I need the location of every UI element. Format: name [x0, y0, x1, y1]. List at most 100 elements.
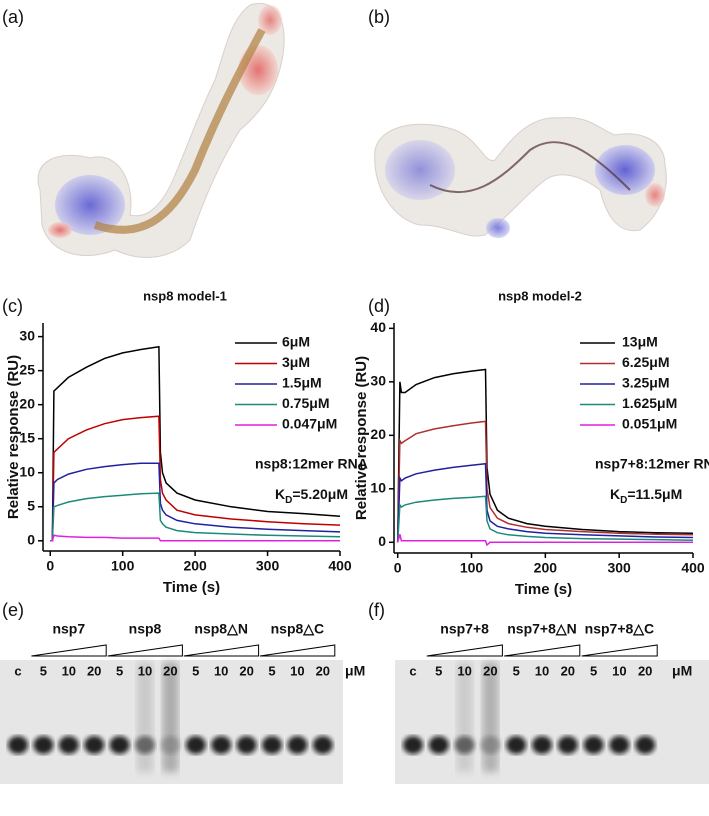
lane-label: c — [14, 663, 21, 678]
group-label: nsp8△N — [194, 621, 248, 637]
legend-label: 1.625μM — [622, 395, 677, 411]
lane-label: 5 — [435, 663, 442, 678]
lane-label: 10 — [214, 663, 228, 678]
legend-label: 0.75μM — [282, 395, 329, 411]
lane-label: 20 — [87, 663, 101, 678]
legend-label: 13μM — [622, 334, 658, 350]
y-tick-label: 10 — [19, 463, 35, 479]
gel-bands — [8, 662, 656, 772]
x-tick-label: 400 — [681, 560, 705, 576]
series-line — [396, 495, 694, 543]
y-tick-label: 25 — [19, 361, 35, 377]
lane-label: 5 — [40, 663, 47, 678]
kd-part: =5.20μM — [292, 486, 348, 502]
legend-label: 1.5μM — [282, 375, 322, 391]
x-axis-title: Time (s) — [515, 581, 572, 598]
gel-smear — [456, 662, 473, 772]
gel-band — [211, 736, 232, 754]
kd-part: D — [620, 495, 627, 506]
lane-label: 10 — [138, 663, 152, 678]
group-label: nsp8 — [129, 621, 162, 637]
group-label: nsp7+8△C — [585, 621, 655, 637]
kd-part: K — [610, 486, 620, 502]
gel-band — [262, 736, 282, 754]
gel-band — [532, 736, 552, 754]
lane-label: 10 — [457, 663, 471, 678]
lane-label: 5 — [192, 663, 199, 678]
legend-label: 6.25μM — [622, 354, 669, 370]
gel-band — [58, 736, 79, 754]
gel-band — [403, 736, 423, 754]
model-caption: nsp8 model-1 — [143, 288, 227, 303]
series-line — [50, 345, 341, 542]
lane-label: 5 — [513, 663, 520, 678]
gel-band — [312, 736, 333, 754]
panel-label: (f) — [368, 600, 385, 620]
y-tick-label: 40 — [370, 319, 386, 335]
x-tick-label: 300 — [607, 560, 631, 576]
y-tick-label: 5 — [27, 497, 35, 513]
group-label: nsp7 — [52, 621, 85, 637]
series-line — [396, 462, 694, 543]
gel-band — [506, 736, 527, 754]
gel-band — [33, 736, 54, 754]
lane-label: 10 — [62, 663, 76, 678]
concentration-wedge — [31, 644, 107, 657]
gel-band — [185, 736, 206, 754]
model-caption: nsp8 model-2 — [498, 288, 582, 303]
unit-label: μM — [345, 663, 365, 679]
y-tick-label: 20 — [370, 426, 386, 442]
gel-smear — [137, 662, 153, 772]
panel-label: (a) — [2, 7, 24, 27]
x-tick-label: 200 — [534, 560, 558, 576]
x-tick-label: 0 — [394, 560, 402, 576]
series-line — [396, 534, 693, 547]
lane-label: 5 — [116, 663, 123, 678]
annotation: nsp8:12mer RNA — [255, 456, 368, 472]
concentration-wedge — [504, 644, 581, 657]
lane-label: 20 — [483, 663, 497, 678]
legend-label: 0.047μM — [282, 416, 337, 432]
concentration-wedge — [426, 644, 503, 657]
gel-smear — [162, 662, 179, 772]
lane-label: 20 — [163, 663, 177, 678]
annotation: nsp7+8:12mer RNA — [595, 456, 709, 472]
panel-label: (b) — [368, 7, 390, 27]
y-tick-label: 15 — [19, 429, 35, 445]
lane-label: 20 — [239, 663, 253, 678]
x-tick-label: 0 — [46, 558, 54, 574]
kd-part: D — [285, 495, 292, 506]
series-line — [50, 534, 340, 542]
gel-band — [609, 736, 630, 754]
panel-label: (c) — [2, 296, 23, 316]
kd-annotation: KD=5.20μM — [275, 486, 348, 506]
y-tick-label: 30 — [19, 327, 35, 343]
lane-label: 10 — [612, 663, 626, 678]
lane-label: 20 — [561, 663, 575, 678]
gel-f — [395, 660, 709, 784]
gel-smear — [482, 662, 499, 772]
concentration-wedge — [183, 644, 260, 657]
gel-band — [428, 736, 449, 754]
x-tick-label: 100 — [460, 560, 484, 576]
y-tick-label: 30 — [370, 373, 386, 389]
gel-band — [583, 736, 604, 754]
x-tick-label: 400 — [328, 558, 352, 574]
panel-label: (d) — [368, 296, 390, 316]
kd-part: =11.5μM — [627, 486, 682, 502]
lane-label: 5 — [268, 663, 275, 678]
series-line — [50, 415, 341, 542]
gel-band — [635, 736, 656, 754]
y-axis-title: Relative response (RU) — [5, 355, 22, 519]
concentration-wedge — [259, 644, 336, 657]
y-tick-label: 20 — [19, 395, 35, 411]
unit-label: μM — [672, 663, 692, 679]
series-line — [396, 420, 694, 543]
panel-label: (e) — [2, 600, 24, 620]
legend-label: 3.25μM — [622, 375, 669, 391]
lane-label: 5 — [590, 663, 597, 678]
gel-band — [236, 736, 257, 754]
series-line — [50, 462, 341, 542]
